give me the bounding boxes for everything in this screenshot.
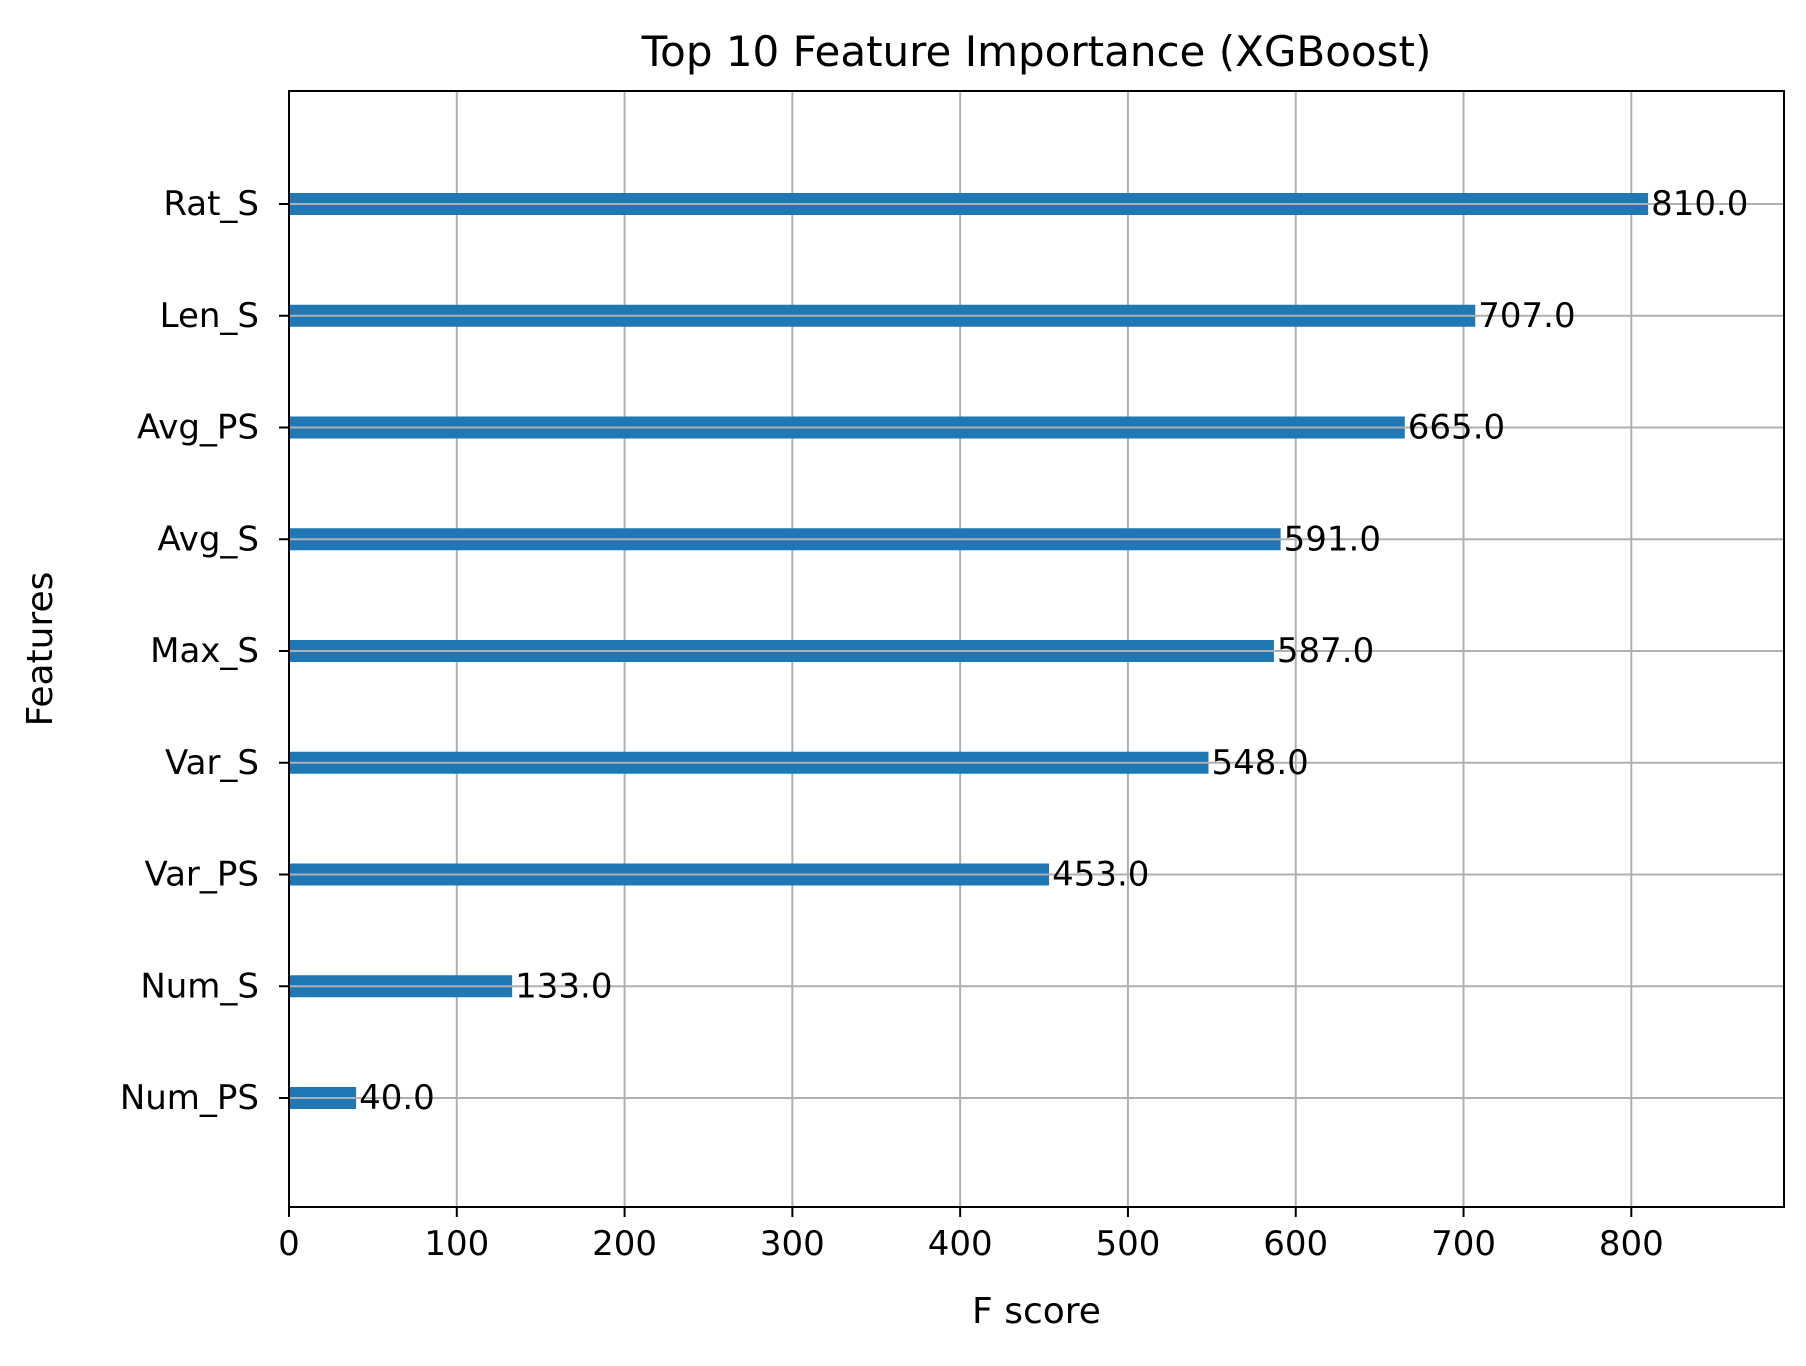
y-tick-label: Var_PS	[144, 855, 259, 895]
x-tick-label: 200	[592, 1224, 657, 1264]
bar-value-label: 591.0	[1284, 519, 1381, 559]
x-tick-label: 0	[278, 1224, 300, 1264]
bar-value-label: 587.0	[1277, 631, 1374, 671]
plot-frame	[288, 90, 1785, 1208]
x-tick-label: 500	[1095, 1224, 1160, 1264]
y-tick-label: Var_S	[165, 743, 259, 783]
bar-value-label: 707.0	[1478, 296, 1575, 336]
x-tick-label: 700	[1431, 1224, 1496, 1264]
y-tick-label: Num_PS	[120, 1078, 259, 1118]
x-tick-label: 600	[1263, 1224, 1328, 1264]
x-axis-label: F score	[972, 1291, 1101, 1332]
bar-value-label: 453.0	[1052, 855, 1149, 895]
x-tick-label: 300	[760, 1224, 825, 1264]
chart-title: Top 10 Feature Importance (XGBoost)	[641, 27, 1432, 76]
bar-value-label: 40.0	[359, 1078, 435, 1118]
bar-value-label: 548.0	[1211, 743, 1308, 783]
y-tick-label: Len_S	[160, 296, 259, 336]
data-label-layer: 810.0 707.0 665.0 591.0 587.0 548.0 453.0 133.0…	[359, 184, 1748, 1118]
y-tick-label: Max_S	[150, 631, 259, 671]
bar-value-label: 133.0	[515, 966, 612, 1006]
overlay-grid-layer	[289, 203, 1784, 1099]
y-axis-label: Features	[20, 572, 61, 727]
x-tick-label: 400	[928, 1224, 993, 1264]
bar-value-label: 810.0	[1651, 184, 1748, 224]
axis-layer: Rat_S Len_S Avg_PS Avg_S Max_S Var_S Var_PS Num…	[120, 184, 1664, 1264]
y-tick-label: Rat_S	[163, 184, 259, 224]
y-tick-label: Avg_PS	[137, 408, 259, 448]
y-tick-label: Avg_S	[157, 519, 259, 559]
y-tick-label: Num_S	[140, 966, 259, 1006]
x-tick-label: 100	[424, 1224, 489, 1264]
bar-value-label: 665.0	[1408, 408, 1505, 448]
x-tick-label: 800	[1599, 1224, 1664, 1264]
